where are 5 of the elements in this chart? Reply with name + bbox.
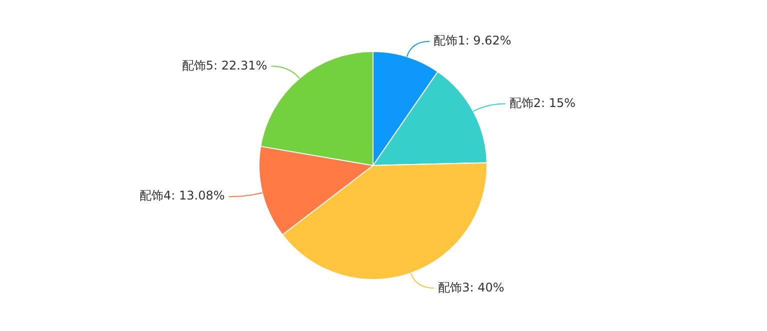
slice-label: 配饰1: 9.62% — [434, 34, 512, 48]
slice-label: 配饰4: 13.08% — [140, 188, 225, 203]
slice-label: 配饰2: 15% — [509, 96, 576, 110]
slice-label: 配饰3: 40% — [438, 280, 504, 294]
slice-label: 配饰5: 22.31% — [182, 58, 268, 72]
